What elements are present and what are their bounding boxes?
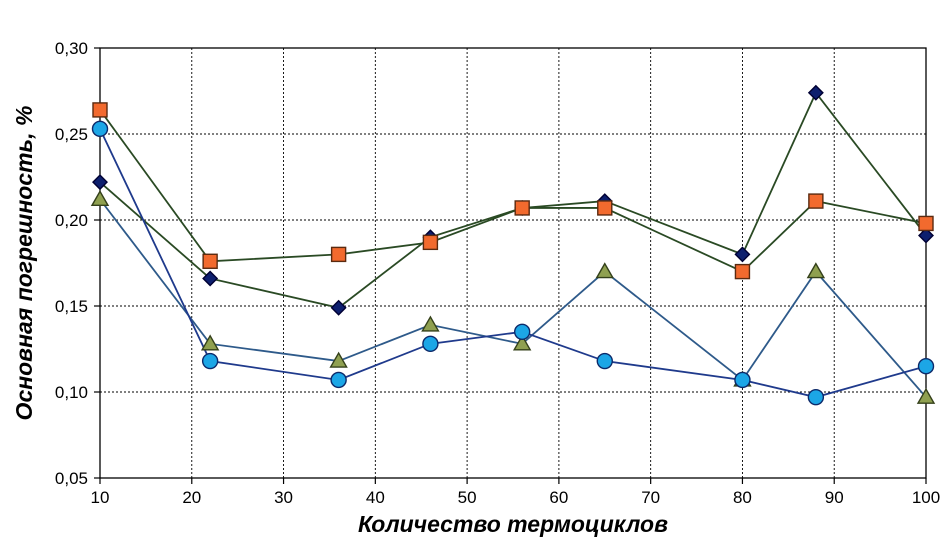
series-3-point xyxy=(421,315,440,332)
y-tick-label: 0,20 xyxy=(55,211,88,230)
series-4-point xyxy=(807,388,825,406)
series-2-point xyxy=(330,246,347,263)
series-2-point xyxy=(514,200,530,216)
series-1-line xyxy=(99,90,927,309)
series-4-point xyxy=(422,335,439,353)
series-4-point xyxy=(917,358,935,375)
series-1-point xyxy=(807,84,824,101)
x-tick-label: 50 xyxy=(458,488,477,507)
series-2-point xyxy=(597,200,613,216)
x-tick-label: 60 xyxy=(549,488,568,507)
x-axis-title: Количество термоциклов xyxy=(358,511,668,537)
series-1-point xyxy=(734,246,751,263)
series-3-point xyxy=(916,387,936,404)
x-tick-label: 30 xyxy=(274,488,293,507)
x-tick-label: 10 xyxy=(91,488,110,507)
series-3-point xyxy=(806,262,826,279)
series-4-point xyxy=(91,120,109,138)
series-2-point xyxy=(422,234,439,251)
series-4-point xyxy=(330,371,347,389)
series-layer xyxy=(90,84,936,406)
series-4-point xyxy=(201,352,219,370)
x-axis-ticks: 10 20 30 40 50 60 70 80 90 100 xyxy=(91,478,940,507)
series-2-point xyxy=(734,263,751,280)
y-tick-label: 0,05 xyxy=(55,469,88,488)
series-2-point xyxy=(202,253,218,269)
series-1-point xyxy=(202,270,219,287)
y-tick-label: 0,25 xyxy=(55,125,88,144)
series-3-line xyxy=(99,198,927,398)
series-1-point xyxy=(918,227,934,244)
series-2-point xyxy=(918,215,934,232)
series-4-point xyxy=(734,371,751,389)
x-tick-label: 90 xyxy=(825,488,844,507)
x-tick-label: 20 xyxy=(182,488,201,507)
plot-frame xyxy=(99,47,927,479)
series-3-point xyxy=(329,351,348,368)
x-tick-label: 40 xyxy=(366,488,385,507)
x-tick-label: 70 xyxy=(641,488,660,507)
series-4-line xyxy=(99,128,927,399)
series-2-point xyxy=(92,102,108,118)
y-tick-label: 0,10 xyxy=(55,383,88,402)
y-tick-label: 0,15 xyxy=(55,297,88,316)
series-4-point xyxy=(596,352,613,370)
y-axis-ticks: 0,05 0,10 0,15 0,20 0,25 0,30 xyxy=(55,39,100,488)
x-tick-label: 80 xyxy=(733,488,752,507)
grid-lines xyxy=(100,48,926,478)
series-3-point xyxy=(200,334,220,351)
series-3-point xyxy=(512,334,532,351)
x-tick-label: 100 xyxy=(912,488,940,507)
y-tick-label: 0,30 xyxy=(55,39,88,58)
series-1-point xyxy=(92,174,108,191)
y-axis-title: Основная погрешность, % xyxy=(11,106,37,421)
series-3-point xyxy=(90,189,110,207)
series-3-point xyxy=(595,262,614,279)
series-1-point xyxy=(330,299,347,316)
series-4-point xyxy=(513,323,531,340)
series-2-point xyxy=(808,193,824,209)
